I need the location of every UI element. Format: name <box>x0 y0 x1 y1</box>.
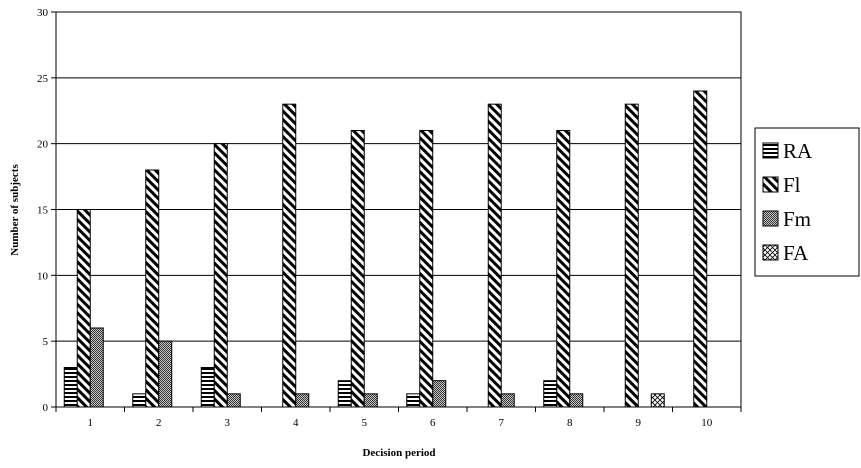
legend-label-FA: FA <box>783 241 809 265</box>
bar-Fm-7 <box>500 393 515 408</box>
bar-Fl-7 <box>487 103 502 408</box>
legend-swatch-Fl <box>762 176 779 193</box>
legend-swatch-RA <box>762 142 779 159</box>
x-tick-label-5: 5 <box>362 417 368 429</box>
x-tick-label-10: 10 <box>701 417 713 429</box>
bar-Fl-1 <box>76 209 91 408</box>
tick-labels: 0 5 10 15 20 25 30 1 2 3 4 5 6 7 8 9 10 <box>37 7 713 429</box>
x-tick-label-7: 7 <box>499 417 505 429</box>
bar-Fm-6 <box>432 380 447 408</box>
x-tick-label-9: 9 <box>636 417 642 429</box>
legend-label-RA: RA <box>783 139 813 163</box>
bar-Fl-9 <box>624 103 639 408</box>
bar-FA-9 <box>650 393 665 408</box>
x-tick-label-6: 6 <box>430 417 436 429</box>
bar-Fm-2 <box>158 340 173 408</box>
bar-Fl-6 <box>419 130 434 408</box>
bar-Fl-10 <box>693 90 708 408</box>
x-axis-title: Decision period <box>362 447 435 459</box>
y-tick-label-5: 5 <box>43 336 49 348</box>
legend: RA Fl Fm FA <box>754 127 860 277</box>
x-tick-label-3: 3 <box>225 417 231 429</box>
legend-swatch-Fm <box>762 210 779 227</box>
y-tick-label-25: 25 <box>37 73 49 85</box>
bar-Fl-8 <box>556 130 571 408</box>
legend-swatch-FA <box>762 244 779 261</box>
bar-Fm-3 <box>226 393 241 408</box>
bar-RA-2 <box>132 393 147 408</box>
bar-RA-6 <box>406 393 421 408</box>
y-tick-label-30: 30 <box>37 7 49 19</box>
bar-RA-3 <box>200 367 215 408</box>
legend-label-Fm: Fm <box>783 207 811 231</box>
y-tick-label-20: 20 <box>37 139 49 151</box>
bar-RA-5 <box>337 380 352 408</box>
bars <box>63 90 708 408</box>
bar-RA-8 <box>543 380 558 408</box>
y-axis-title: Number of subjects <box>9 164 21 256</box>
bar-Fm-4 <box>295 393 310 408</box>
bar-Fm-1 <box>89 327 104 408</box>
bar-Fm-5 <box>363 393 378 408</box>
bar-Fl-3 <box>213 143 228 408</box>
x-tick-label-2: 2 <box>156 417 162 429</box>
y-tick-label-15: 15 <box>37 205 49 217</box>
x-tick-label-1: 1 <box>88 417 94 429</box>
bar-Fl-4 <box>282 103 297 408</box>
y-tick-label-0: 0 <box>43 402 49 414</box>
bar-Fl-2 <box>145 169 160 408</box>
x-tick-label-4: 4 <box>293 417 299 429</box>
x-tick-label-8: 8 <box>567 417 573 429</box>
bar-Fm-8 <box>569 393 584 408</box>
y-tick-label-10: 10 <box>37 270 49 282</box>
bar-RA-1 <box>63 367 78 408</box>
bar-Fl-5 <box>350 130 365 408</box>
axes <box>51 11 742 412</box>
legend-label-Fl: Fl <box>783 173 801 197</box>
